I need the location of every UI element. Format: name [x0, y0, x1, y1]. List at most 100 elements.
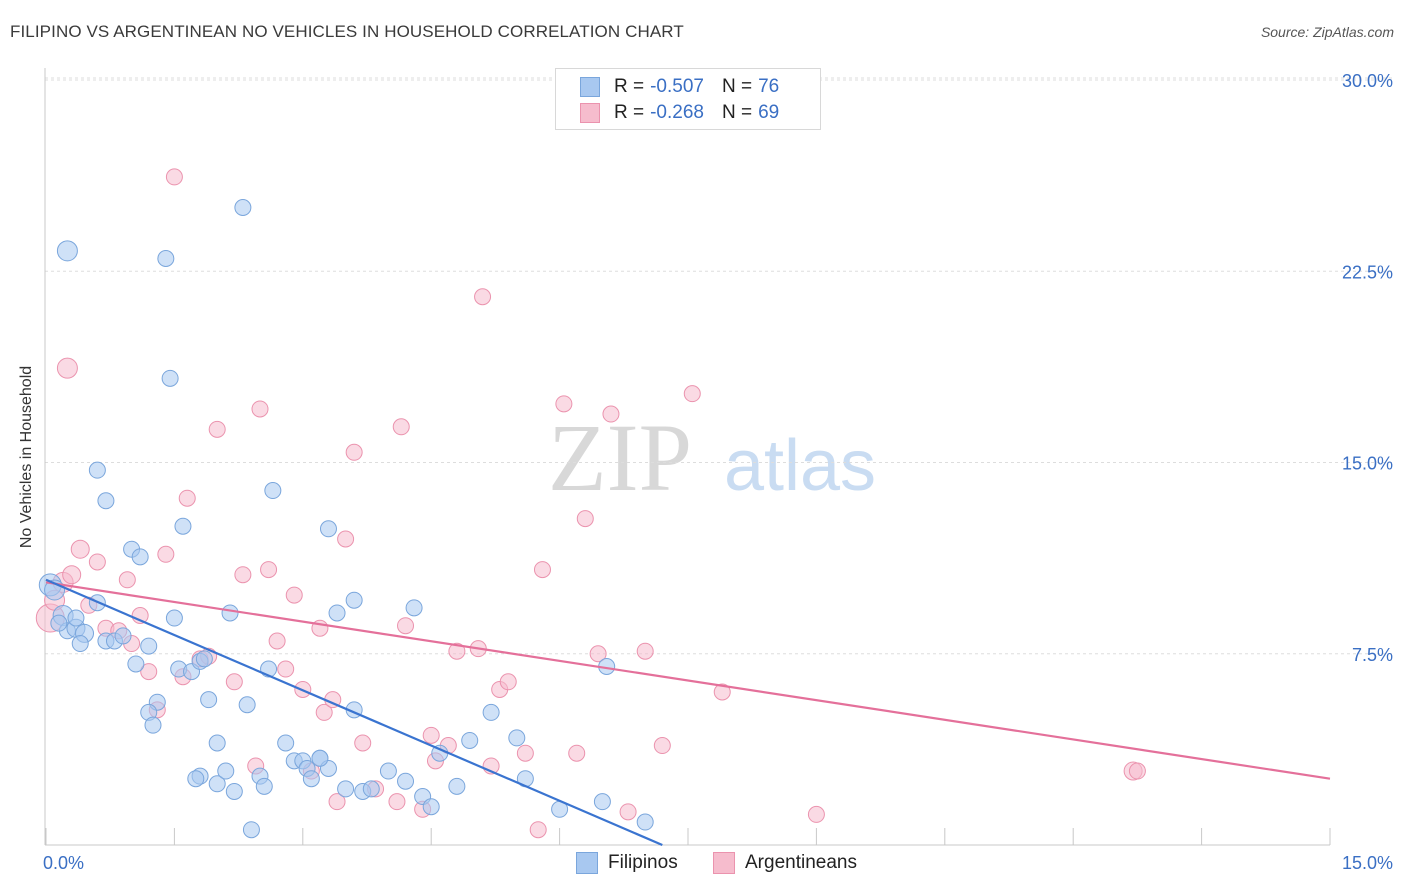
tick-labels: 7.5% 15.0% 22.5% 30.0% 0.0% 15.0% — [43, 71, 1393, 873]
filipinos-point — [140, 637, 158, 655]
chart-title: FILIPINO VS ARGENTINEAN NO VEHICLES IN H… — [10, 22, 684, 41]
filipinos-point — [71, 635, 89, 653]
stats-row-filipinos: R = -0.507 N = 76 — [580, 74, 779, 100]
argentineans-point — [422, 726, 440, 744]
argentineans-point — [178, 489, 196, 507]
filipinos-point — [448, 777, 466, 795]
argentineans-point — [576, 510, 594, 528]
filipinos-point — [405, 599, 423, 617]
filipinos-point — [174, 517, 192, 535]
y-axis-title: No Vehicles in Household — [18, 365, 35, 549]
argentineans-point — [392, 418, 410, 436]
argentineans-point — [157, 545, 175, 563]
argentineans-point — [56, 357, 78, 379]
r-value: -0.507 — [650, 76, 704, 97]
filipinos-point — [195, 650, 213, 668]
watermark-atlas: atlas — [724, 426, 876, 506]
n-value: 76 — [758, 76, 780, 97]
argentineans-point — [260, 561, 278, 579]
argentineans-point — [397, 617, 415, 635]
argentineans-swatch — [580, 103, 600, 123]
filipinos-point — [636, 813, 654, 831]
filipinos-point — [234, 199, 252, 216]
r-value: -0.268 — [650, 102, 704, 123]
y-tick-label: 15.0% — [1342, 454, 1393, 474]
filipinos-point — [264, 482, 282, 500]
argentineans-point — [62, 565, 82, 585]
argentineans-point — [208, 420, 226, 438]
argentineans-point — [807, 805, 825, 823]
r-label: R = — [614, 76, 645, 97]
argentineans-point — [602, 405, 620, 423]
source-credit: Source: ZipAtlas.com — [1260, 24, 1394, 40]
series-legend: Filipinos Argentineans — [0, 852, 1406, 876]
filipinos-point — [482, 703, 500, 721]
filipinos-point — [165, 609, 183, 627]
filipinos-point — [208, 775, 226, 793]
legend-item-filipinos[interactable]: Filipinos — [576, 852, 678, 874]
argentineans-point — [328, 793, 346, 811]
filipinos-point — [187, 770, 205, 788]
filipinos-point — [379, 762, 397, 780]
filipinos-point — [225, 782, 243, 800]
argentineans-point — [568, 744, 586, 762]
argentineans-point — [268, 632, 286, 650]
filipinos-point — [208, 734, 226, 752]
filipinos-point — [144, 716, 162, 734]
stats-row-argentineans: R = -0.268 N = 69 — [580, 100, 779, 126]
axes — [44, 68, 1331, 846]
argentineans-point — [234, 566, 252, 584]
filipinos-point — [50, 614, 68, 632]
filipinos-point — [311, 749, 329, 767]
argentineans-point — [285, 586, 303, 604]
filipinos-point — [127, 655, 145, 673]
y-tick-label: 22.5% — [1342, 262, 1393, 282]
filipinos-point — [56, 240, 78, 262]
argentineans-point — [140, 663, 158, 681]
filipinos-point — [221, 604, 239, 622]
filipinos-point — [397, 772, 415, 790]
x-tick-label: 15.0% — [1342, 853, 1393, 873]
filipinos-points — [38, 199, 654, 839]
filipinos-point — [277, 734, 295, 752]
filipinos-point — [319, 520, 337, 538]
argentineans-point — [251, 400, 269, 418]
argentineans-point — [589, 645, 607, 663]
argentineans-point — [499, 673, 517, 691]
argentineans-point — [474, 288, 492, 306]
argentineans-legend-swatch — [713, 852, 735, 874]
argentineans-point — [516, 744, 534, 762]
filipinos-point — [114, 627, 132, 645]
argentineans-trend-line — [45, 581, 1331, 780]
filipinos-point — [461, 731, 479, 749]
argentineans-point — [354, 734, 372, 752]
legend-label-filipinos: Filipinos — [608, 852, 678, 873]
legend-item-argentineans[interactable]: Argentineans — [713, 852, 857, 874]
filipinos-point — [161, 369, 179, 387]
x-tick-label: 0.0% — [43, 853, 84, 873]
argentineans-point — [636, 642, 654, 660]
n-label: N = — [721, 76, 753, 97]
filipinos-swatch — [580, 77, 600, 97]
y-tick-label: 30.0% — [1342, 71, 1393, 91]
watermark-zip: ZIP — [548, 404, 692, 511]
argentineans-point — [653, 737, 671, 755]
argentineans-point — [337, 530, 355, 548]
filipinos-point — [88, 461, 106, 479]
r-label: R = — [614, 102, 645, 123]
legend-label-argentineans: Argentineans — [745, 852, 857, 873]
argentineans-point — [529, 821, 547, 839]
argentineans-point — [277, 660, 295, 678]
filipinos-point — [242, 821, 260, 839]
stats-legend: R = -0.507 N = 76 R = -0.268 N = 69 — [555, 68, 821, 130]
filipinos-point — [97, 492, 115, 510]
n-value: 69 — [758, 102, 780, 123]
filipinos-point — [255, 777, 273, 795]
filipinos-legend-swatch — [576, 852, 598, 874]
filipinos-point — [67, 609, 85, 627]
filipinos-point — [157, 250, 175, 267]
filipinos-point — [131, 548, 149, 566]
filipinos-point — [302, 770, 320, 788]
argentineans-point — [388, 793, 406, 811]
